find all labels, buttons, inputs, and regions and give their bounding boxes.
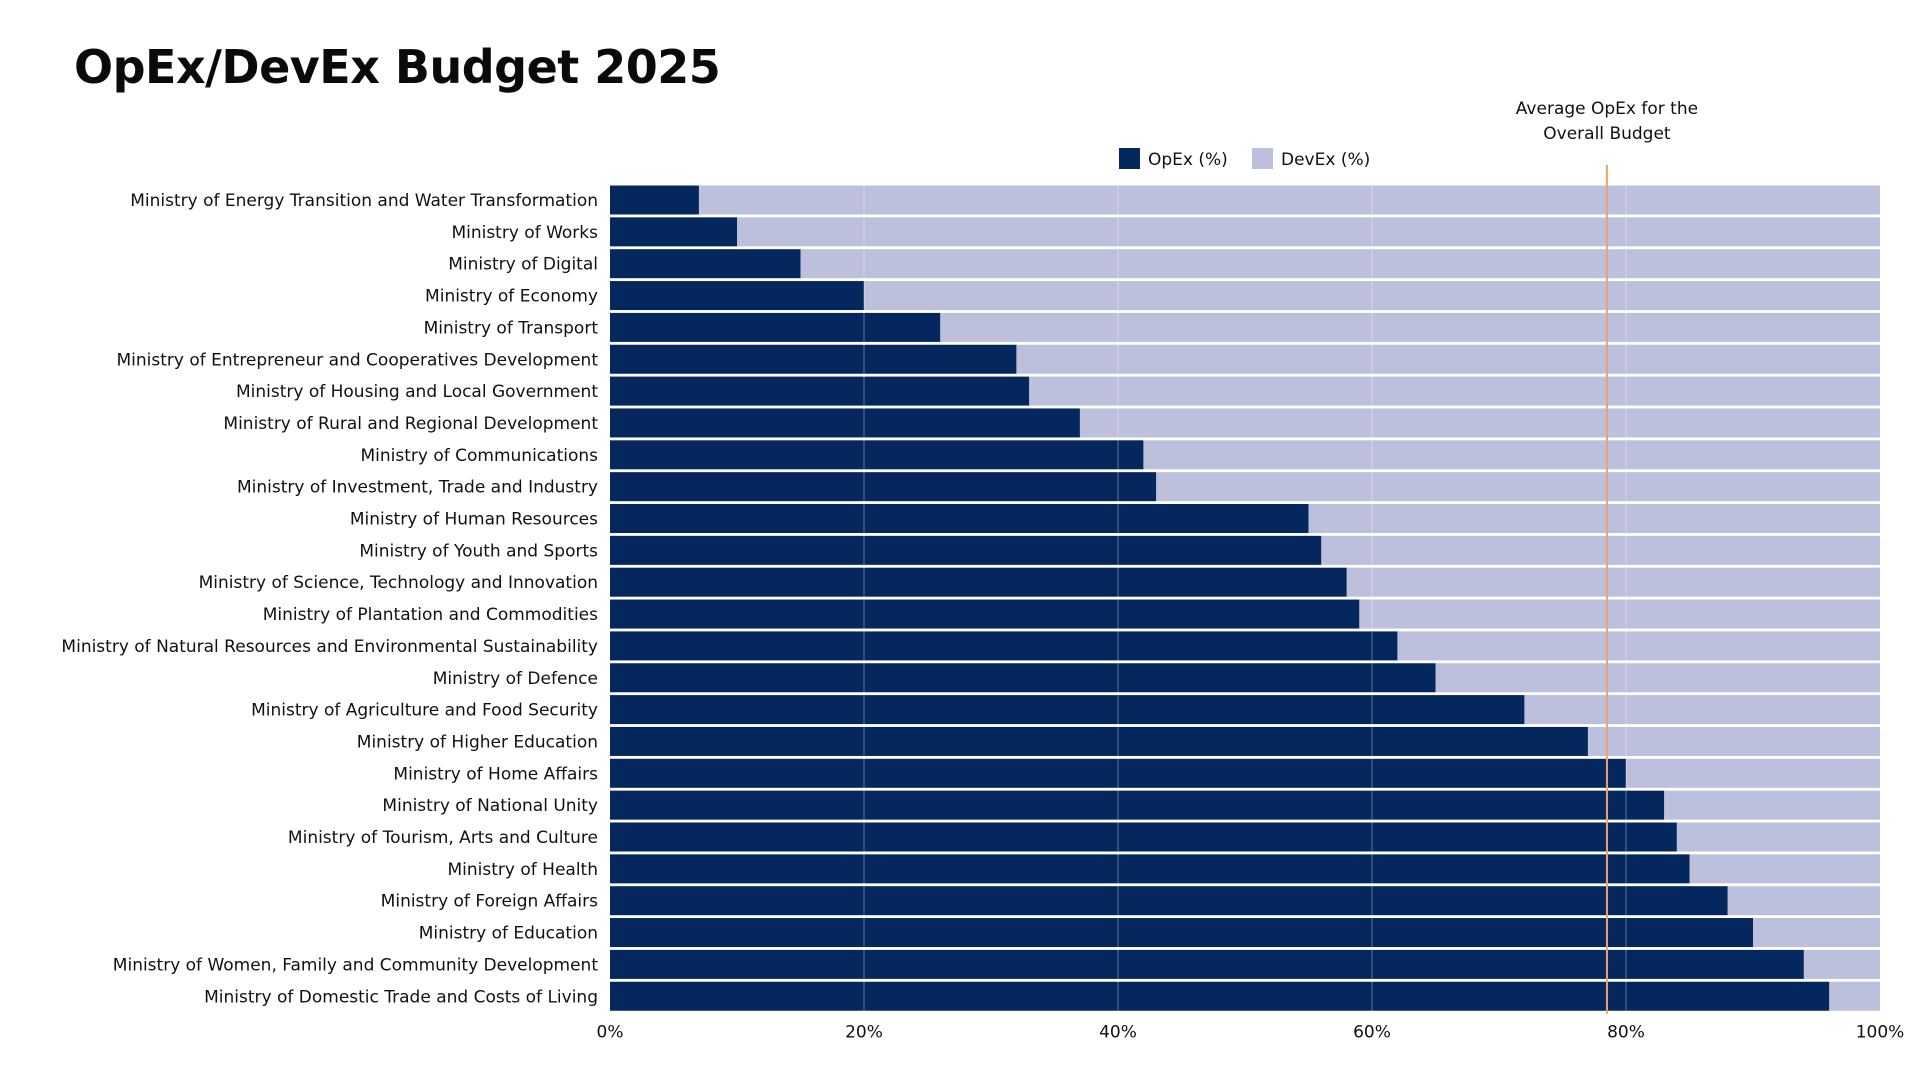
opex-bar — [610, 344, 1017, 374]
opex-bar — [610, 217, 737, 247]
category-label: Ministry of Digital — [448, 255, 598, 275]
opex-bar — [610, 695, 1525, 725]
opex-bar — [610, 312, 941, 342]
opex-bar — [610, 918, 1753, 948]
devex-bar — [1359, 599, 1880, 629]
devex-bar — [1664, 790, 1880, 820]
devex-bar — [1587, 726, 1880, 756]
opex-bar — [610, 535, 1322, 565]
opex-bar — [610, 440, 1144, 470]
opex-bar — [610, 949, 1804, 979]
category-label: Ministry of Rural and Regional Developme… — [223, 414, 598, 434]
devex-bar — [737, 217, 1880, 247]
opex-bar — [610, 376, 1030, 406]
devex-bar — [940, 312, 1880, 342]
legend-label-opex: OpEx (%) — [1148, 150, 1228, 170]
x-tick-label: 20% — [845, 1023, 883, 1043]
category-label: Ministry of Entrepreneur and Cooperative… — [116, 350, 598, 370]
x-tick-label: 80% — [1607, 1023, 1645, 1043]
category-label: Ministry of Transport — [424, 318, 599, 338]
opex-bar — [610, 758, 1626, 788]
opex-bar — [610, 886, 1728, 916]
category-label: Ministry of Domestic Trade and Costs of … — [204, 987, 598, 1007]
category-label: Ministry of Education — [419, 924, 598, 944]
legend-label-devex: DevEx (%) — [1281, 150, 1370, 170]
x-tick-label: 100% — [1856, 1023, 1905, 1043]
devex-bar — [1435, 663, 1880, 693]
chart-title: OpEx/DevEx Budget 2025 — [74, 40, 721, 94]
category-label: Ministry of Natural Resources and Enviro… — [61, 637, 598, 657]
legend-swatch-devex — [1252, 148, 1273, 169]
category-label: Ministry of Works — [451, 223, 598, 243]
opex-bar — [610, 822, 1677, 852]
x-tick-label: 0% — [597, 1023, 624, 1043]
category-label: Ministry of Plantation and Commodities — [263, 605, 598, 625]
average-opex-label: Average OpEx for the — [1516, 99, 1698, 119]
category-label: Ministry of Youth and Sports — [359, 541, 598, 561]
category-label: Ministry of Home Affairs — [393, 764, 598, 784]
opex-bar — [610, 281, 864, 311]
opex-bar — [610, 472, 1157, 502]
category-label: Ministry of Defence — [433, 669, 598, 689]
category-label: Ministry of Investment, Trade and Indust… — [237, 478, 598, 498]
category-label: Ministry of Health — [448, 860, 598, 880]
category-label: Ministry of Agriculture and Food Securit… — [251, 701, 598, 721]
category-label: Ministry of Tourism, Arts and Culture — [288, 828, 598, 848]
legend-swatch-opex — [1119, 148, 1140, 169]
category-label: Ministry of National Unity — [382, 796, 598, 816]
devex-bar — [1156, 472, 1880, 502]
devex-bar — [800, 249, 1880, 279]
category-label: Ministry of Housing and Local Government — [236, 382, 598, 402]
category-label: Ministry of Science, Technology and Inno… — [199, 573, 598, 593]
category-label: Ministry of Women, Family and Community … — [113, 955, 599, 975]
opex-bar — [610, 631, 1398, 661]
devex-bar — [1676, 822, 1880, 852]
opex-bar — [610, 504, 1309, 533]
opex-bar — [610, 981, 1830, 1011]
opex-bar — [610, 726, 1588, 756]
x-tick-label: 60% — [1353, 1023, 1391, 1043]
average-opex-label: Overall Budget — [1543, 124, 1671, 144]
devex-bar — [1803, 949, 1880, 979]
devex-bar — [1753, 918, 1880, 948]
devex-bar — [1689, 854, 1880, 884]
opex-bar — [610, 408, 1080, 438]
devex-bar — [1079, 408, 1880, 438]
category-label: Ministry of Communications — [360, 446, 598, 466]
devex-bar — [1143, 440, 1880, 470]
devex-bar — [1626, 758, 1880, 788]
opex-bar — [610, 567, 1347, 597]
opex-bar — [610, 790, 1665, 820]
devex-bar — [1524, 695, 1880, 725]
opex-bar — [610, 663, 1436, 693]
opex-bar — [610, 599, 1360, 629]
opex-bar — [610, 854, 1690, 884]
devex-bar — [1397, 631, 1880, 661]
category-label: Ministry of Economy — [425, 287, 598, 307]
category-label: Ministry of Energy Transition and Water … — [130, 191, 598, 211]
devex-bar — [1308, 504, 1880, 533]
devex-bar — [1346, 567, 1880, 597]
opex-bar — [610, 185, 699, 215]
opex-bar — [610, 249, 801, 279]
devex-bar — [1727, 886, 1880, 916]
devex-bar — [864, 281, 1880, 311]
devex-bar — [1016, 344, 1880, 374]
devex-bar — [698, 185, 1880, 215]
category-label: Ministry of Human Resources — [350, 510, 598, 530]
category-label: Ministry of Higher Education — [357, 732, 598, 752]
x-tick-label: 40% — [1099, 1023, 1137, 1043]
category-label: Ministry of Foreign Affairs — [381, 892, 598, 912]
devex-bar — [1029, 376, 1880, 406]
devex-bar — [1321, 535, 1880, 565]
devex-bar — [1829, 981, 1880, 1011]
